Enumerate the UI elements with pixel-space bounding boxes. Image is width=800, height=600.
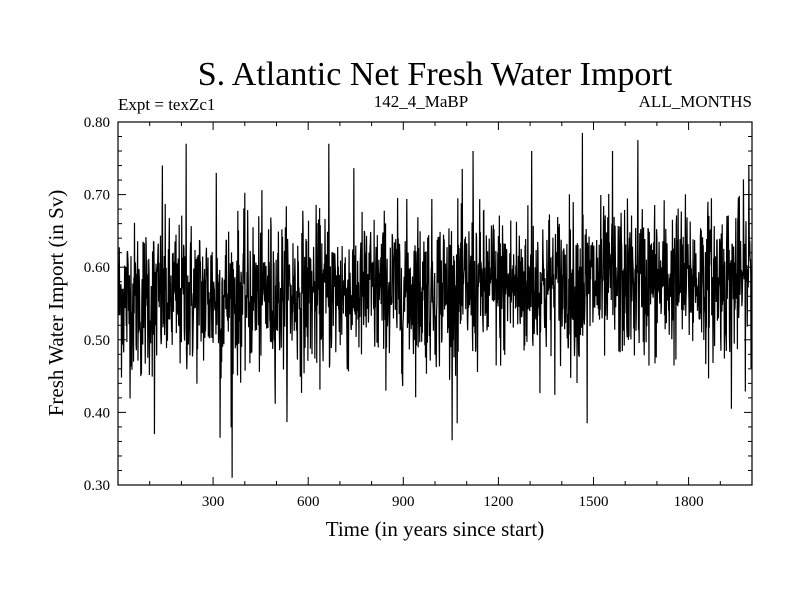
y-tick-label: 0.60 bbox=[84, 260, 110, 276]
x-tick-label: 1200 bbox=[483, 494, 513, 510]
chart-subtitle-center: 142_4_MaBP bbox=[374, 92, 468, 111]
chart-subtitle-right: ALL_MONTHS bbox=[639, 92, 752, 111]
series-line bbox=[118, 132, 752, 478]
chart-subtitle-left: Expt = texZc1 bbox=[118, 95, 215, 114]
x-tick-label: 600 bbox=[297, 494, 320, 510]
y-tick-label: 0.80 bbox=[84, 115, 110, 131]
y-tick-label: 0.30 bbox=[84, 478, 110, 494]
series-layer bbox=[118, 132, 752, 478]
x-tick-label: 300 bbox=[202, 494, 225, 510]
y-tick-label: 0.70 bbox=[84, 188, 110, 204]
chart-title: S. Atlantic Net Fresh Water Import bbox=[198, 56, 673, 93]
x-tick-label: 900 bbox=[392, 494, 415, 510]
x-axis: 300 600 900 1200 1500 1800 bbox=[149, 122, 721, 510]
y-axis-label: Fresh Water Import (in Sv) bbox=[44, 190, 68, 417]
y-tick-label: 0.40 bbox=[84, 405, 110, 421]
x-tick-label: 1500 bbox=[579, 494, 609, 510]
x-axis-label: Time (in years since start) bbox=[326, 517, 545, 541]
x-tick-label: 1800 bbox=[674, 494, 704, 510]
plot-frame bbox=[117, 121, 753, 486]
y-tick-label: 0.50 bbox=[84, 333, 110, 349]
